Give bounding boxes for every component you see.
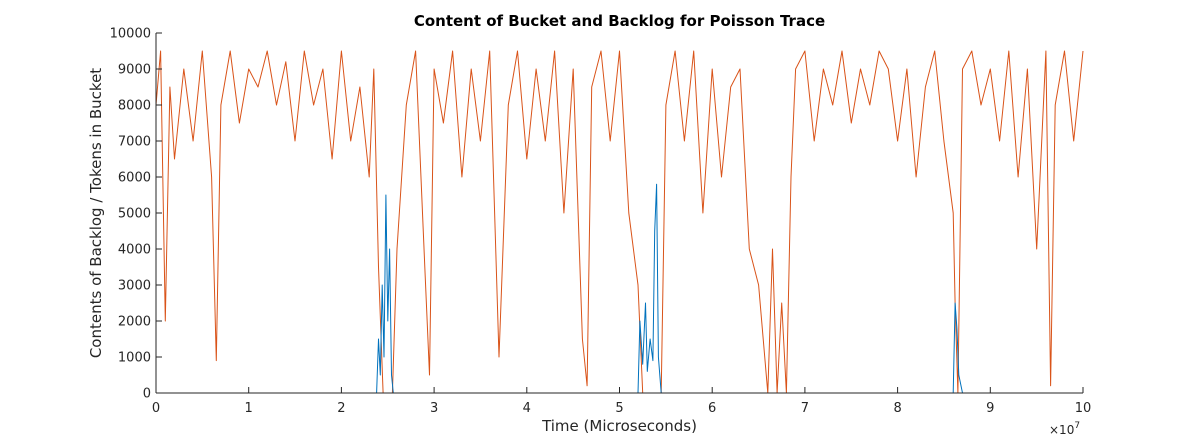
x-tick-label: 3 [430, 401, 438, 416]
x-tick-label: 0 [152, 401, 160, 416]
x-tick-label: 5 [615, 401, 623, 416]
y-tick-label: 3000 [118, 279, 151, 294]
y-tick-label: 6000 [118, 171, 151, 186]
y-axis-label: Contents of Backlog / Tokens in Bucket [87, 68, 105, 358]
x-tick-label: 6 [708, 401, 716, 416]
y-tick-label: 7000 [118, 135, 151, 150]
x-tick-label: 4 [523, 401, 531, 416]
series-line-1 [155, 50, 1084, 394]
x-exponent-label: ×107 [1049, 421, 1080, 437]
y-tick-label: 4000 [118, 243, 151, 258]
series-layer [155, 50, 1084, 394]
y-tick-label: 2000 [118, 315, 151, 330]
x-exponent-base: ×10 [1049, 423, 1074, 437]
x-tick-label: 9 [986, 401, 994, 416]
y-tick-label: 9000 [118, 63, 151, 78]
series-line-2 [156, 183, 1083, 394]
x-tick-label: 1 [245, 401, 253, 416]
y-tick-label: 10000 [110, 27, 151, 42]
y-tick-label: 1000 [118, 351, 151, 366]
y-tick-label: 0 [143, 387, 151, 402]
chart-title: Content of Bucket and Backlog for Poisso… [414, 12, 825, 30]
y-tick-label: 5000 [118, 207, 151, 222]
x-tick-label: 8 [893, 401, 901, 416]
x-tick-label: 10 [1075, 401, 1092, 416]
x-axis-label: Time (Microseconds) [541, 417, 697, 435]
plot-area [156, 33, 1083, 393]
ticks-layer: 0 1 2 3 4 5 6 7 8 9 10 0 1000 2000 3000 4000 5000 6000 700… [110, 27, 1092, 417]
x-tick-label: 7 [801, 401, 809, 416]
x-exponent-power: 7 [1074, 421, 1080, 431]
x-tick-label: 2 [337, 401, 345, 416]
y-tick-label: 8000 [118, 99, 151, 114]
